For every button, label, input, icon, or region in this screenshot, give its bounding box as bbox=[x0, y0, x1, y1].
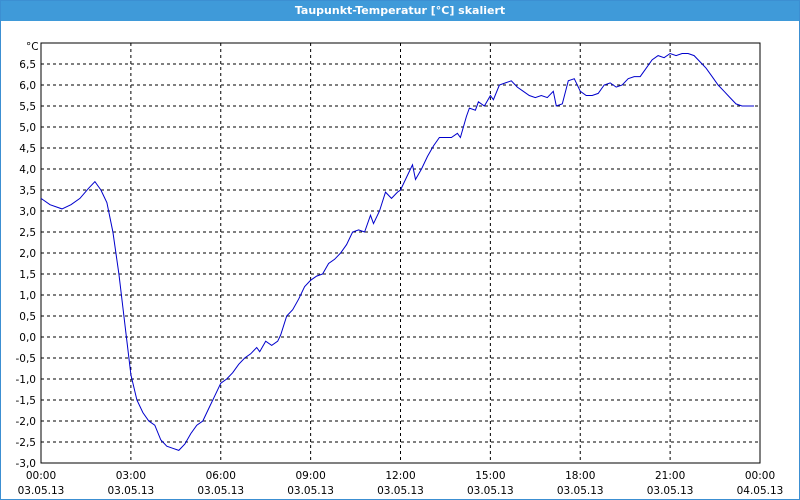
x-tick-date: 04.05.13 bbox=[737, 485, 784, 497]
x-tick-date: 03.05.13 bbox=[197, 485, 244, 497]
y-tick-label: 2,0 bbox=[19, 248, 36, 260]
x-tick-date: 03.05.13 bbox=[557, 485, 604, 497]
x-tick-date: 03.05.13 bbox=[467, 485, 514, 497]
y-tick-label: 6,5 bbox=[19, 59, 36, 71]
window-title: Taupunkt-Temperatur [°C] skaliert bbox=[1, 1, 799, 21]
y-tick-label: -3,0 bbox=[16, 458, 37, 470]
y-tick-label: -2,5 bbox=[16, 437, 37, 449]
plot-frame bbox=[40, 42, 761, 464]
x-tick-time: 21:00 bbox=[655, 470, 685, 482]
y-tick-label: 3,5 bbox=[19, 185, 36, 197]
grid-layer bbox=[41, 43, 760, 464]
y-tick-label: -0,5 bbox=[16, 353, 37, 365]
y-tick-label: -1,0 bbox=[16, 374, 37, 386]
y-tick-label: 2,5 bbox=[19, 227, 36, 239]
y-tick-label: 0,5 bbox=[19, 311, 36, 323]
x-axis-ticks: 00:00 03.05.13 03:00 03.05.13 06:00 03.05.13 0… bbox=[18, 470, 784, 497]
x-tick-time: 18:00 bbox=[565, 470, 595, 482]
y-axis-ticks: 6,5 6,0 5,5 5,0 4,5 4,0 3,5 3,0 2,5 2,0 1,5 1,0 0,5 0… bbox=[16, 59, 37, 470]
x-tick-time: 00:00 bbox=[745, 470, 775, 482]
y-tick-label: 5,0 bbox=[19, 122, 36, 134]
y-tick-label: 1,5 bbox=[19, 269, 36, 281]
x-tick-time: 15:00 bbox=[475, 470, 505, 482]
y-tick-label: -1,5 bbox=[16, 395, 37, 407]
x-tick-time: 09:00 bbox=[295, 470, 325, 482]
x-tick-time: 00:00 bbox=[26, 470, 56, 482]
x-tick-date: 03.05.13 bbox=[377, 485, 424, 497]
y-tick-label: 0,0 bbox=[19, 332, 36, 344]
x-tick-date: 03.05.13 bbox=[107, 485, 154, 497]
y-tick-label: -2,0 bbox=[16, 416, 37, 428]
x-tick-time: 03:00 bbox=[116, 470, 146, 482]
y-tick-label: 6,0 bbox=[19, 80, 36, 92]
y-tick-label: 4,5 bbox=[19, 143, 36, 155]
x-tick-date: 03.05.13 bbox=[287, 485, 334, 497]
y-tick-label: 5,5 bbox=[19, 101, 36, 113]
x-tick-time: 06:00 bbox=[206, 470, 236, 482]
y-tick-label: 1,0 bbox=[19, 290, 36, 302]
x-tick-time: 12:00 bbox=[385, 470, 415, 482]
y-axis-unit: °C bbox=[26, 41, 39, 53]
x-tick-date: 03.05.13 bbox=[18, 485, 65, 497]
x-tick-date: 03.05.13 bbox=[647, 485, 694, 497]
y-tick-label: 3,0 bbox=[19, 206, 36, 218]
y-tick-label: 4,0 bbox=[19, 164, 36, 176]
series-line bbox=[40, 52, 754, 451]
